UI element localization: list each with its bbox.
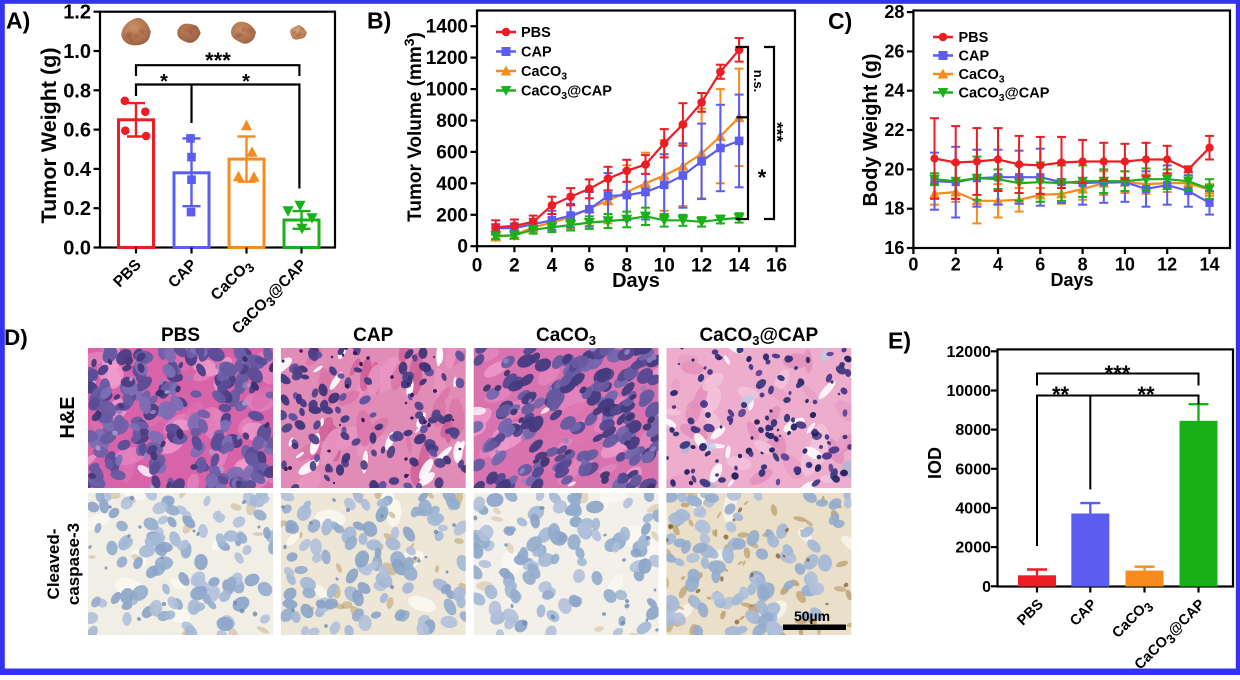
svg-text:caspase-3: caspase-3 — [64, 523, 83, 605]
svg-text:PBS: PBS — [959, 30, 989, 46]
svg-text:0: 0 — [457, 237, 468, 258]
svg-text:8000: 8000 — [955, 422, 991, 439]
svg-text:1.0: 1.0 — [63, 41, 91, 63]
svg-text:Days: Days — [1050, 270, 1093, 290]
svg-text:4: 4 — [993, 255, 1003, 275]
svg-text:**: ** — [1052, 382, 1070, 407]
svg-text:CaCO3@CAP: CaCO3@CAP — [521, 84, 612, 103]
svg-text:Cleaved-: Cleaved- — [44, 529, 63, 600]
svg-text:CaCO3: CaCO3 — [536, 325, 596, 348]
svg-text:H&E: H&E — [57, 396, 79, 438]
svg-text:1200: 1200 — [426, 48, 468, 69]
svg-text:B): B) — [367, 8, 391, 34]
svg-text:400: 400 — [436, 174, 468, 195]
svg-text:C): C) — [828, 8, 852, 34]
svg-text:CAP: CAP — [959, 49, 990, 65]
svg-text:14: 14 — [1199, 255, 1219, 275]
svg-text:200: 200 — [436, 205, 468, 226]
svg-text:0: 0 — [908, 255, 918, 275]
svg-text:***: *** — [768, 122, 787, 142]
svg-text:1000: 1000 — [426, 80, 468, 101]
svg-text:10: 10 — [654, 256, 675, 277]
svg-text:6: 6 — [1035, 255, 1045, 275]
svg-text:A): A) — [6, 8, 30, 34]
svg-text:4000: 4000 — [955, 501, 991, 518]
svg-text:50µm: 50µm — [794, 608, 830, 624]
svg-text:***: *** — [1105, 361, 1131, 386]
svg-text:n.s.: n.s. — [751, 70, 766, 92]
svg-text:2: 2 — [509, 256, 520, 277]
svg-text:CaCO3: CaCO3 — [521, 64, 567, 83]
svg-text:0.6: 0.6 — [63, 120, 91, 142]
svg-text:PBS: PBS — [521, 25, 551, 41]
svg-text:D): D) — [4, 325, 28, 350]
svg-text:28: 28 — [884, 2, 904, 22]
svg-text:800: 800 — [436, 111, 468, 132]
svg-text:*: * — [160, 71, 168, 93]
svg-text:Tumor Weight (g): Tumor Weight (g) — [37, 48, 61, 224]
svg-text:*: * — [758, 165, 767, 190]
svg-text:6000: 6000 — [955, 461, 991, 478]
svg-text:CaCO3@CAP: CaCO3@CAP — [699, 325, 818, 348]
svg-text:16: 16 — [884, 238, 904, 258]
svg-text:600: 600 — [436, 142, 468, 163]
svg-text:Days: Days — [612, 270, 660, 292]
svg-text:PBS: PBS — [161, 325, 200, 346]
svg-text:***: *** — [205, 48, 231, 73]
svg-text:8: 8 — [622, 256, 633, 277]
svg-text:10: 10 — [1115, 255, 1135, 275]
svg-text:1400: 1400 — [426, 17, 468, 38]
svg-text:0.2: 0.2 — [63, 198, 91, 220]
svg-text:12: 12 — [1157, 255, 1177, 275]
svg-text:18: 18 — [884, 199, 904, 219]
svg-text:E): E) — [888, 328, 911, 354]
svg-text:4: 4 — [547, 256, 558, 277]
svg-text:14: 14 — [729, 256, 751, 277]
svg-text:CaCO3@CAP: CaCO3@CAP — [959, 86, 1050, 105]
svg-text:2: 2 — [951, 255, 961, 275]
svg-text:0.4: 0.4 — [63, 159, 92, 181]
svg-text:CaCO3: CaCO3 — [959, 67, 1005, 86]
svg-text:Tumor Volume (mm3): Tumor Volume (mm3) — [401, 32, 426, 222]
svg-text:CAP: CAP — [353, 325, 393, 346]
svg-text:1.2: 1.2 — [63, 2, 91, 24]
svg-text:10000: 10000 — [947, 383, 992, 400]
svg-text:0: 0 — [472, 256, 483, 277]
svg-text:2000: 2000 — [955, 540, 991, 557]
svg-text:22: 22 — [884, 120, 904, 140]
svg-text:20: 20 — [884, 159, 904, 179]
svg-text:Body Weight (g): Body Weight (g) — [860, 54, 882, 207]
svg-text:**: ** — [1137, 382, 1155, 407]
svg-text:26: 26 — [884, 41, 904, 61]
svg-text:IOD: IOD — [925, 447, 945, 479]
svg-text:12000: 12000 — [947, 344, 992, 361]
svg-text:0: 0 — [982, 579, 991, 596]
svg-text:12: 12 — [691, 256, 712, 277]
svg-text:8: 8 — [1078, 255, 1088, 275]
svg-text:6: 6 — [584, 256, 595, 277]
svg-text:16: 16 — [766, 256, 787, 277]
svg-text:*: * — [242, 71, 250, 93]
svg-text:24: 24 — [884, 81, 904, 101]
svg-text:0.8: 0.8 — [63, 80, 91, 102]
svg-text:0.0: 0.0 — [63, 238, 91, 260]
svg-text:CAP: CAP — [521, 45, 552, 61]
